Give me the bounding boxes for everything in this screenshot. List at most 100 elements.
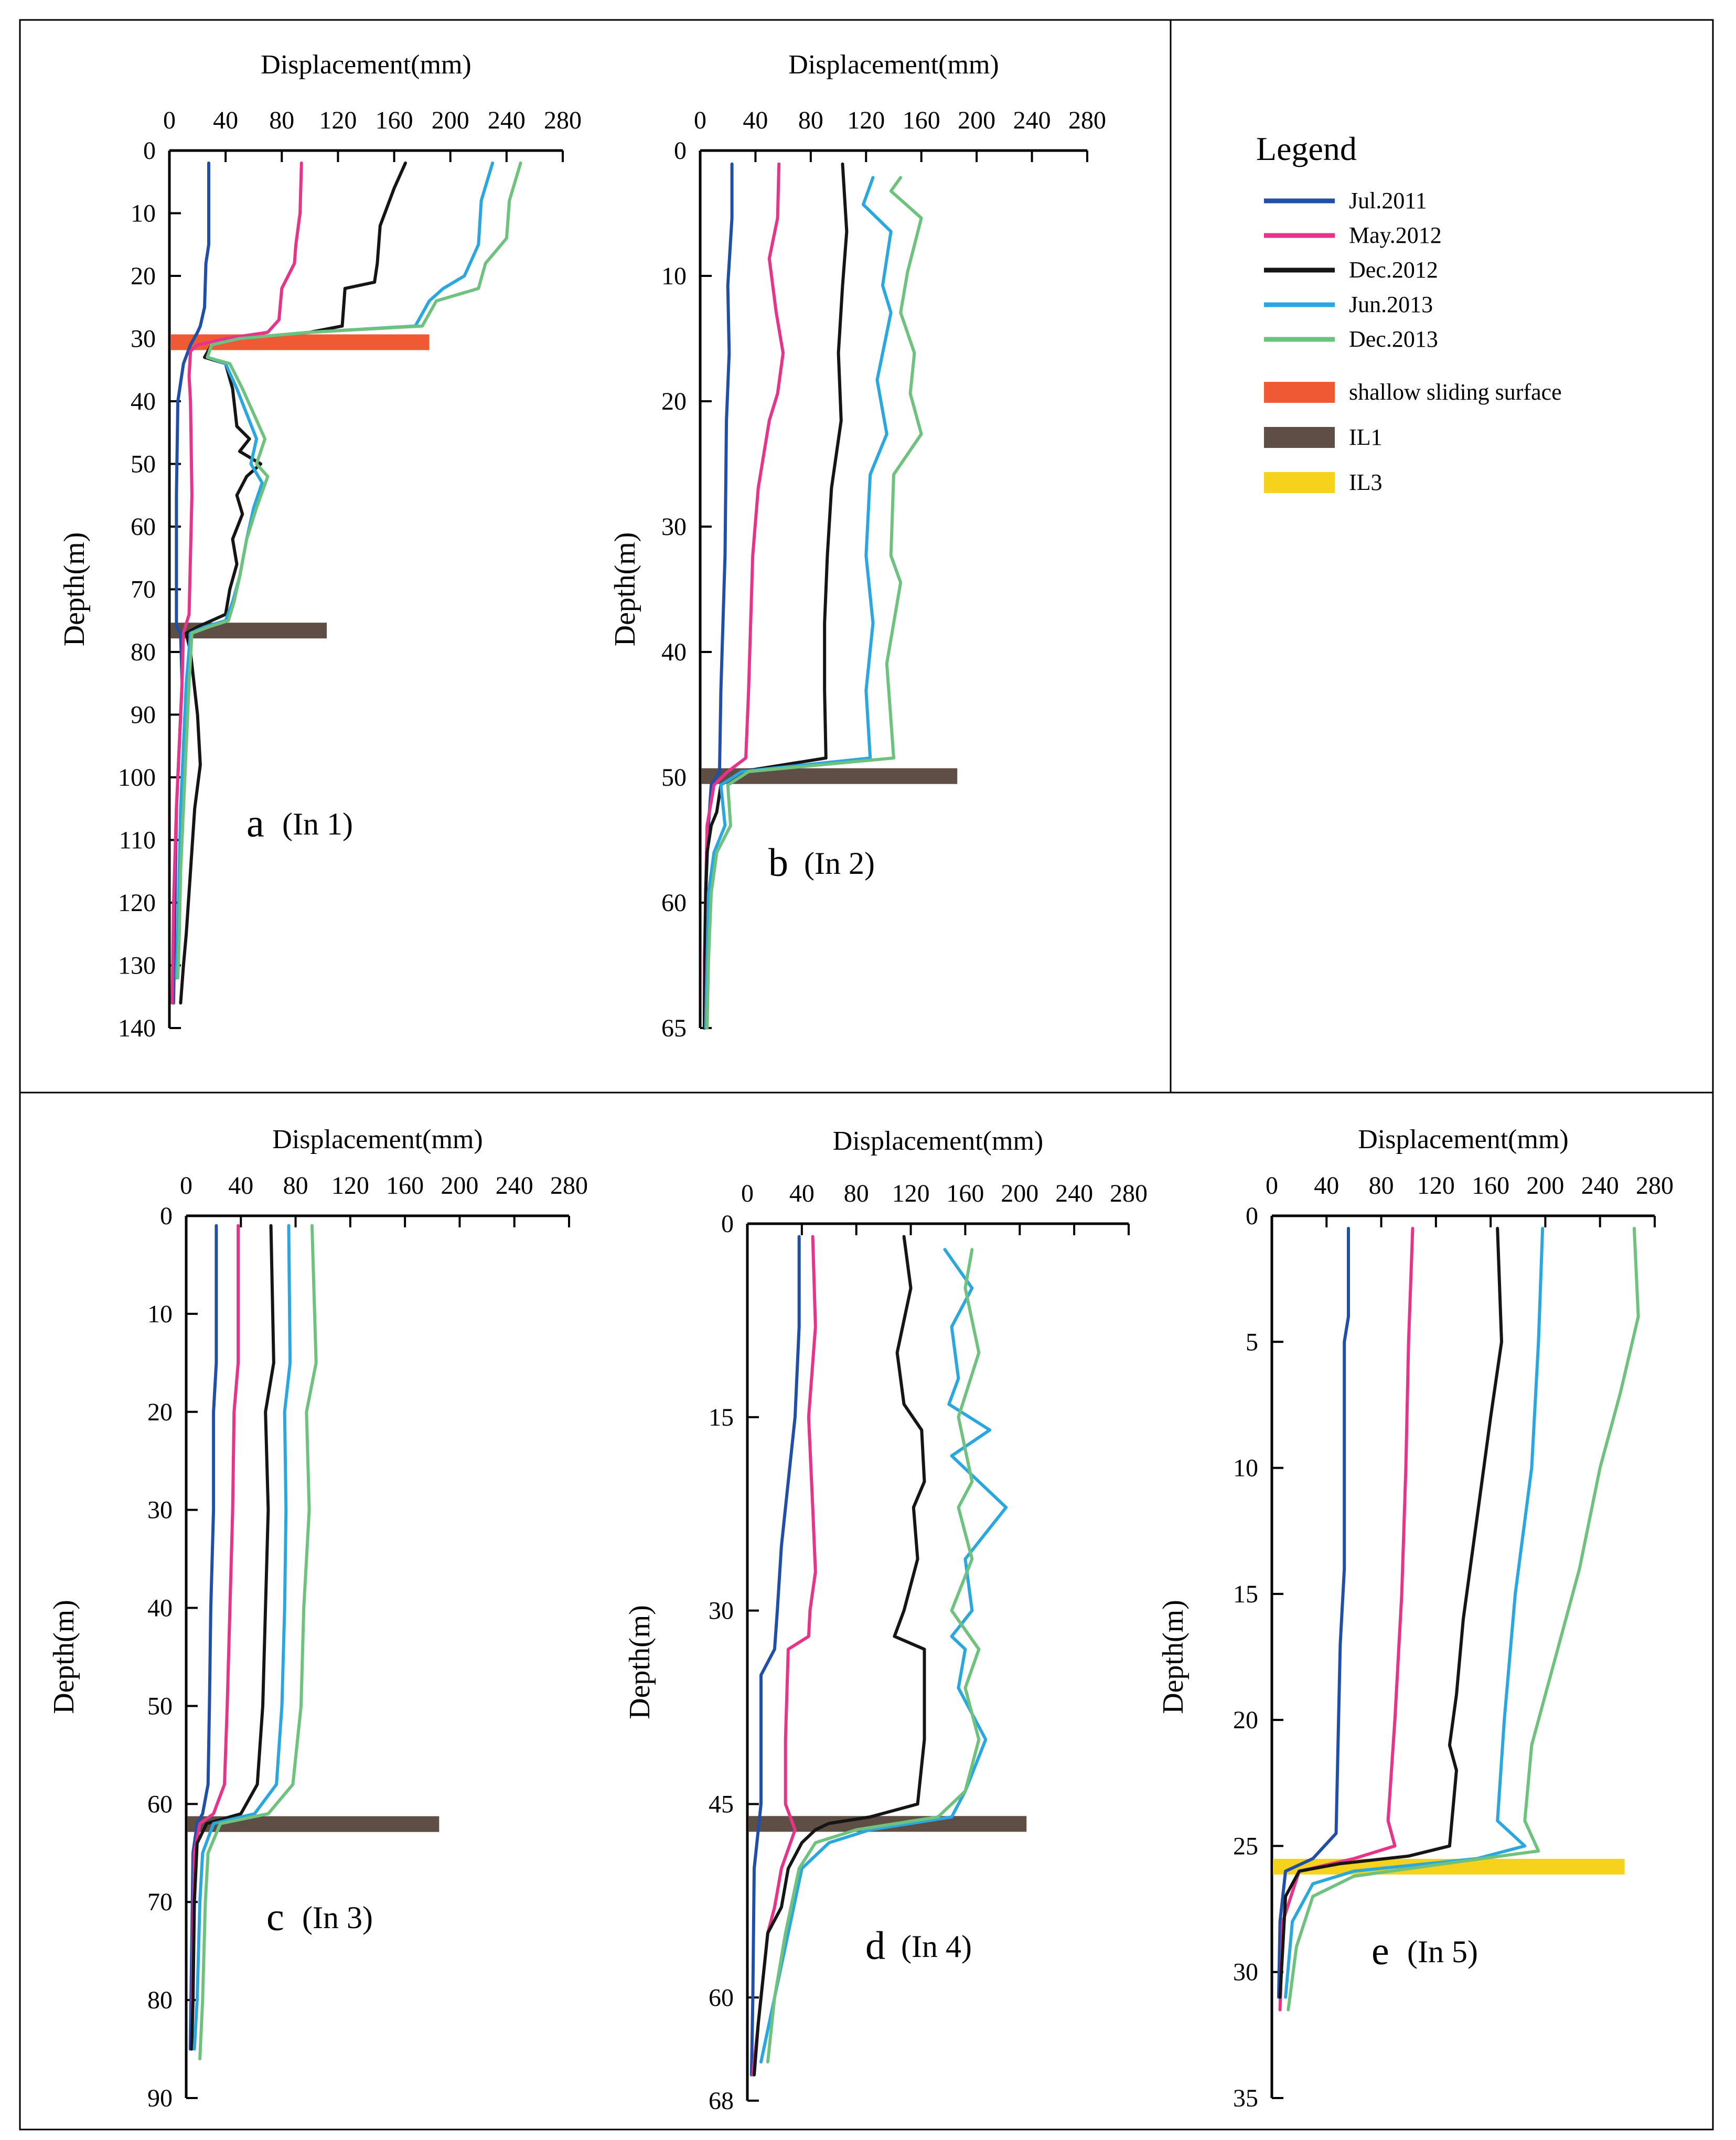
y-tick-label: 40 (131, 388, 156, 415)
x-tick-label: 200 (958, 106, 995, 134)
y-axis-title: Depth(m) (58, 532, 91, 647)
y-tick-label: 80 (147, 1986, 173, 2014)
y-tick-label: 90 (147, 2084, 173, 2112)
x-axis-title: Displacement(mm) (272, 1125, 483, 1154)
panel-a: 0 40 80 120 160 200 240 280 0 10 20 30 40 50 60 70 80 90 1… (58, 50, 582, 1042)
y-tick-label: 20 (131, 262, 156, 290)
legend-label-3: Dec.2012 (1349, 257, 1438, 283)
panel-label: e (1371, 1929, 1389, 1973)
y-tick-label: 130 (118, 952, 156, 980)
y-tick-label: 0 (160, 1202, 173, 1230)
x-tick-label: 120 (331, 1172, 369, 1200)
y-tick-label: 35 (1233, 2084, 1258, 2112)
y-tick-label: 10 (661, 262, 687, 290)
y-tick-label: 50 (661, 764, 687, 791)
y-axis-title: Depth(m) (624, 1605, 656, 1719)
y-axis-title: Depth(m) (1157, 1600, 1190, 1714)
y-tick-label: 70 (147, 1888, 173, 1916)
y-tick-label: 100 (118, 764, 156, 791)
y-tick-label: 10 (131, 200, 156, 228)
x-tick-label: 240 (1581, 1172, 1619, 1200)
y-tick-label: 110 (119, 827, 156, 854)
y-tick-label: 68 (709, 2087, 734, 2115)
figure-frame (19, 19, 1714, 2131)
x-axis-title: Displacement(mm) (788, 50, 999, 80)
x-tick-label: 80 (1369, 1172, 1394, 1200)
y-tick-label: 60 (709, 1984, 734, 2011)
x-tick-label: 40 (789, 1180, 815, 1207)
y-tick-label: 30 (147, 1496, 173, 1524)
x-tick-label: 80 (269, 106, 294, 134)
y-tick-label: 40 (661, 638, 687, 666)
y-axis-title: Depth(m) (48, 1600, 80, 1714)
series-line-dec-2013 (1287, 1227, 1640, 2011)
x-tick-label: 80 (798, 106, 823, 134)
panel-sublabel: (In 3) (302, 1900, 373, 1935)
x-tick-label: 40 (743, 106, 768, 134)
y-axis-title: Depth(m) (609, 532, 641, 647)
series-line-jun-2013 (192, 1224, 292, 2051)
legend-band-swatch-1 (1264, 382, 1335, 403)
y-tick-label: 0 (721, 1210, 734, 1238)
legend-title: Legend (1256, 130, 1357, 167)
x-axis-title: Displacement(mm) (1358, 1125, 1568, 1154)
x-tick-label: 80 (283, 1172, 308, 1200)
legend-band-label-3: IL3 (1349, 469, 1383, 495)
series-line-dec-2012 (753, 1235, 926, 2077)
series-line-may-2012 (702, 162, 785, 1030)
panel-d: 0 40 80 120 160 200 240 280 0 15 30 45 60 68 Displacem… (624, 1126, 1148, 2115)
x-tick-label: 40 (213, 106, 238, 134)
x-tick-label: 0 (741, 1180, 754, 1207)
panel-sublabel: (In 1) (282, 807, 353, 841)
y-tick-label: 40 (147, 1595, 173, 1622)
y-tick-label: 50 (131, 451, 156, 478)
panel-b: 0 40 80 120 160 200 240 280 0 10 20 30 40 50 60 65 Displ… (609, 50, 1106, 1042)
y-tick-label: 60 (661, 889, 687, 917)
series-line-may-2012 (190, 1224, 240, 2051)
y-tick-label: 120 (118, 889, 156, 917)
x-tick-label: 280 (1110, 1180, 1148, 1207)
y-tick-label: 45 (709, 1790, 734, 1818)
y-tick-label: 10 (1233, 1454, 1258, 1482)
panel-c: 0 40 80 120 160 200 240 280 0 10 20 30 40 50 60 70 80 90 D… (48, 1125, 588, 2112)
y-tick-label: 50 (147, 1692, 173, 1720)
legend-band-swatch-2 (1264, 427, 1335, 448)
x-tick-label: 80 (844, 1180, 869, 1207)
y-tick-label: 60 (131, 513, 156, 541)
legend-band-swatch-3 (1264, 472, 1335, 493)
x-tick-label: 280 (1636, 1172, 1674, 1200)
panel-sublabel: (In 5) (1407, 1934, 1478, 1969)
x-tick-label: 160 (946, 1180, 984, 1207)
series-line-may-2012 (170, 161, 303, 1005)
x-tick-label: 200 (1001, 1180, 1038, 1207)
series-line-jun-2013 (759, 1248, 1008, 2064)
x-tick-label: 200 (1526, 1172, 1564, 1200)
panel-label: c (266, 1895, 284, 1939)
series-line-jul-2011 (749, 1235, 801, 2077)
series-line-dec-2012 (1278, 1227, 1503, 1999)
x-tick-label: 120 (847, 106, 885, 134)
x-tick-label: 280 (544, 106, 582, 134)
y-tick-label: 65 (661, 1014, 687, 1042)
x-tick-label: 240 (1013, 106, 1051, 134)
x-tick-label: 160 (903, 106, 940, 134)
x-tick-label: 240 (496, 1172, 533, 1200)
y-tick-label: 0 (674, 137, 687, 165)
y-tick-label: 80 (131, 638, 156, 666)
x-tick-label: 200 (441, 1172, 478, 1200)
panel-label: d (865, 1924, 885, 1968)
y-tick-label: 5 (1246, 1328, 1258, 1356)
series-line-dec-2013 (198, 1224, 318, 2061)
series-line-jun-2013 (175, 161, 495, 980)
y-tick-label: 30 (1233, 1959, 1258, 1986)
panel-e: 0 40 80 120 160 200 240 280 0 5 10 15 20 25 30 35 Displa… (1157, 1125, 1674, 2112)
y-tick-label: 30 (709, 1597, 734, 1625)
legend-label-4: Jun.2013 (1349, 292, 1433, 317)
panel-label: b (768, 841, 788, 885)
x-axis-title: Displacement(mm) (261, 50, 471, 80)
series-line-dec-2012 (179, 161, 407, 1005)
y-tick-label: 20 (147, 1398, 173, 1426)
legend-band-label-1: shallow sliding surface (1349, 379, 1562, 405)
panel-sublabel: (In 2) (804, 846, 875, 881)
